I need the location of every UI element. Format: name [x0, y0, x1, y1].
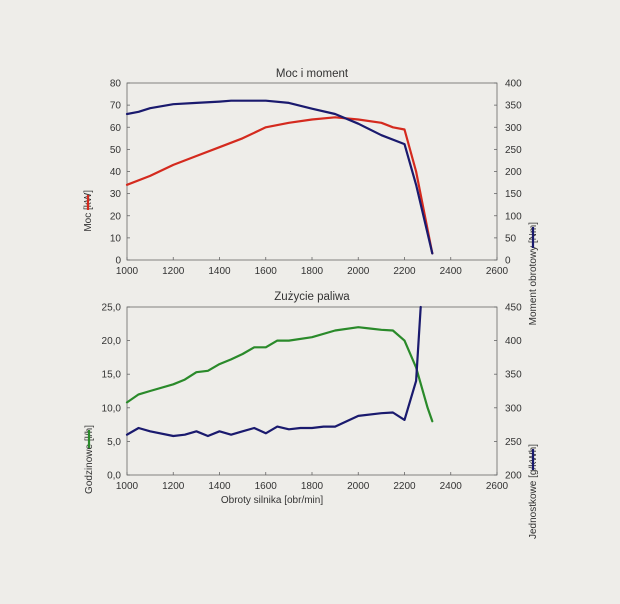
y-left-tick-label: 10 [110, 233, 122, 244]
x-tick-label: 1200 [162, 481, 185, 492]
series-line-right [125, 305, 422, 438]
series-line-right [125, 99, 434, 255]
x-tick-label: 2600 [486, 481, 509, 492]
y-left-tick-label: 30 [110, 189, 122, 200]
chart-title: Moc i moment [276, 68, 349, 80]
x-tick-label: 1400 [208, 266, 231, 277]
y-left-tick-label: 40 [110, 167, 122, 178]
y-right-tick-label: 450 [505, 303, 522, 314]
y-right-tick-label: 100 [505, 211, 522, 222]
y-left-tick-label: 15,0 [102, 370, 122, 381]
y-left-tick-label: 5,0 [107, 437, 121, 448]
x-tick-label: 1600 [255, 481, 278, 492]
x-tick-label: 1600 [255, 266, 278, 277]
y-right-tick-label: 0 [505, 256, 511, 267]
series-line-left [125, 116, 434, 255]
x-tick-label: 1000 [116, 266, 139, 277]
x-tick-label: 2200 [393, 266, 416, 277]
y-left-axis-label: Moc [kW] [83, 190, 94, 232]
y-right-tick-label: 200 [505, 471, 522, 482]
x-tick-label: 1000 [116, 481, 139, 492]
y-left-tick-label: 70 [110, 101, 122, 112]
x-tick-label: 2400 [440, 266, 463, 277]
y-left-tick-label: 60 [110, 123, 122, 134]
y-left-tick-label: 10,0 [102, 403, 122, 414]
y-left-tick-label: 20 [110, 211, 122, 222]
y-left-tick-label: 20,0 [102, 336, 122, 347]
x-tick-label: 2000 [347, 266, 370, 277]
y-right-tick-label: 400 [505, 336, 522, 347]
y-left-tick-label: 25,0 [102, 303, 122, 314]
y-right-tick-label: 400 [505, 79, 522, 90]
x-tick-label: 2000 [347, 481, 370, 492]
y-right-tick-label: 350 [505, 370, 522, 381]
y-right-tick-label: 300 [505, 123, 522, 134]
y-left-tick-label: 0,0 [107, 471, 121, 482]
y-left-axis-label: Godzinowe [l/h] [84, 425, 95, 494]
chart-title: Zużycie paliwa [274, 291, 350, 303]
series-line-left [125, 326, 434, 423]
y-right-tick-label: 200 [505, 167, 522, 178]
x-tick-label: 1800 [301, 481, 324, 492]
y-left-tick-label: 80 [110, 79, 122, 90]
y-right-tick-label: 250 [505, 437, 522, 448]
plot-frame [126, 306, 498, 476]
y-right-axis-label: Moment obrotowy [Nm] [528, 222, 539, 326]
x-tick-label: 2400 [440, 481, 463, 492]
x-axis-label: Obroty silnika [obr/min] [221, 495, 323, 506]
y-right-tick-label: 250 [505, 145, 522, 156]
y-right-tick-label: 300 [505, 403, 522, 414]
y-left-tick-label: 0 [115, 256, 121, 267]
y-left-tick-label: 50 [110, 145, 122, 156]
y-right-tick-label: 350 [505, 101, 522, 112]
x-tick-label: 2200 [393, 481, 416, 492]
y-right-axis-label: Jednostkowe [g/kWh] [528, 444, 539, 539]
x-tick-label: 1200 [162, 266, 185, 277]
x-tick-label: 1400 [208, 481, 231, 492]
x-tick-label: 2600 [486, 266, 509, 277]
y-right-tick-label: 50 [505, 233, 517, 244]
y-right-tick-label: 150 [505, 189, 522, 200]
x-tick-label: 1800 [301, 266, 324, 277]
